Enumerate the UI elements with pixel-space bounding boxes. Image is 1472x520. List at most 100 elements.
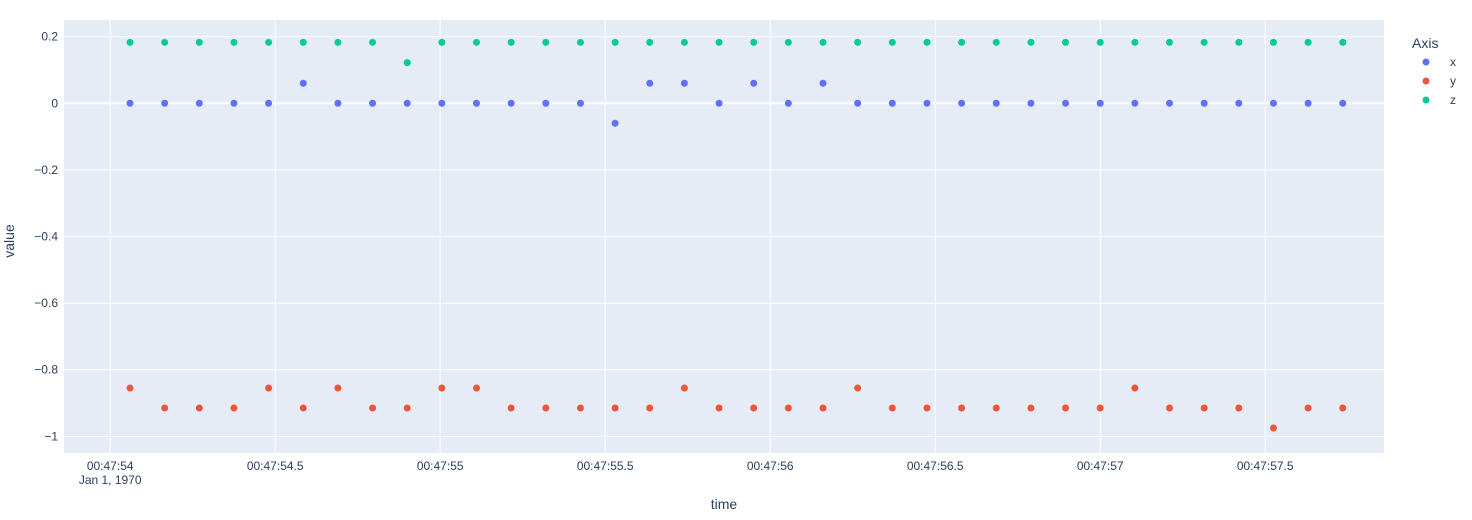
- data-point[interactable]: [923, 38, 931, 46]
- data-point[interactable]: [542, 99, 550, 107]
- data-point[interactable]: [680, 79, 688, 87]
- data-point[interactable]: [784, 404, 792, 412]
- data-point[interactable]: [1235, 404, 1243, 412]
- data-point[interactable]: [126, 38, 134, 46]
- data-point[interactable]: [1339, 404, 1347, 412]
- data-point[interactable]: [819, 38, 827, 46]
- data-point[interactable]: [230, 38, 238, 46]
- data-point[interactable]: [715, 38, 723, 46]
- data-point[interactable]: [750, 79, 758, 87]
- data-point[interactable]: [819, 404, 827, 412]
- data-point[interactable]: [646, 79, 654, 87]
- data-point[interactable]: [334, 99, 342, 107]
- legend[interactable]: Axis xyz: [1412, 35, 1456, 107]
- data-point[interactable]: [1235, 38, 1243, 46]
- data-point[interactable]: [473, 99, 480, 107]
- data-point[interactable]: [265, 99, 273, 107]
- data-point[interactable]: [403, 59, 411, 67]
- data-point[interactable]: [958, 99, 966, 107]
- data-point[interactable]: [646, 38, 654, 46]
- data-point[interactable]: [230, 99, 238, 107]
- data-point[interactable]: [507, 404, 515, 412]
- data-point[interactable]: [1304, 404, 1312, 412]
- data-point[interactable]: [1096, 404, 1104, 412]
- data-point[interactable]: [195, 99, 203, 107]
- data-point[interactable]: [369, 99, 377, 107]
- data-point[interactable]: [958, 404, 966, 412]
- data-point[interactable]: [992, 404, 1000, 412]
- data-point[interactable]: [680, 384, 688, 392]
- data-point[interactable]: [854, 99, 862, 107]
- data-point[interactable]: [542, 38, 550, 46]
- data-point[interactable]: [1166, 404, 1173, 412]
- legend-item-z[interactable]: z: [1422, 93, 1457, 107]
- data-point[interactable]: [1131, 99, 1139, 107]
- data-point[interactable]: [126, 384, 134, 392]
- data-point[interactable]: [126, 99, 134, 107]
- data-point[interactable]: [1131, 38, 1139, 46]
- data-point[interactable]: [1027, 38, 1035, 46]
- data-point[interactable]: [161, 404, 169, 412]
- data-point[interactable]: [1062, 99, 1070, 107]
- data-point[interactable]: [195, 404, 203, 412]
- data-point[interactable]: [161, 99, 169, 107]
- data-point[interactable]: [715, 99, 723, 107]
- data-point[interactable]: [438, 38, 446, 46]
- data-point[interactable]: [507, 99, 515, 107]
- data-point[interactable]: [438, 384, 446, 392]
- data-point[interactable]: [1200, 38, 1208, 46]
- data-point[interactable]: [1096, 38, 1104, 46]
- data-point[interactable]: [646, 404, 654, 412]
- data-point[interactable]: [369, 38, 377, 46]
- data-point[interactable]: [1096, 99, 1104, 107]
- data-point[interactable]: [265, 384, 273, 392]
- data-point[interactable]: [923, 99, 931, 107]
- data-point[interactable]: [576, 38, 584, 46]
- data-point[interactable]: [1269, 424, 1277, 432]
- data-point[interactable]: [784, 38, 792, 46]
- data-point[interactable]: [507, 38, 515, 46]
- data-point[interactable]: [888, 404, 896, 412]
- data-point[interactable]: [195, 38, 203, 46]
- data-point[interactable]: [576, 99, 584, 107]
- data-point[interactable]: [1062, 38, 1070, 46]
- data-point[interactable]: [473, 384, 480, 392]
- data-point[interactable]: [715, 404, 723, 412]
- data-point[interactable]: [1269, 99, 1277, 107]
- data-point[interactable]: [611, 38, 619, 46]
- data-point[interactable]: [1027, 404, 1035, 412]
- data-point[interactable]: [299, 79, 307, 87]
- data-point[interactable]: [369, 404, 377, 412]
- data-point[interactable]: [1027, 99, 1035, 107]
- data-point[interactable]: [438, 99, 446, 107]
- data-point[interactable]: [161, 38, 169, 46]
- data-point[interactable]: [784, 99, 792, 107]
- data-point[interactable]: [1166, 38, 1173, 46]
- data-point[interactable]: [1166, 99, 1173, 107]
- data-point[interactable]: [1269, 38, 1277, 46]
- data-point[interactable]: [576, 404, 584, 412]
- data-point[interactable]: [888, 99, 896, 107]
- data-point[interactable]: [1200, 404, 1208, 412]
- legend-item-x[interactable]: x: [1422, 55, 1457, 69]
- data-point[interactable]: [1304, 38, 1312, 46]
- data-point[interactable]: [403, 99, 411, 107]
- data-point[interactable]: [1200, 99, 1208, 107]
- data-point[interactable]: [230, 404, 238, 412]
- data-point[interactable]: [299, 404, 307, 412]
- legend-item-y[interactable]: y: [1422, 74, 1457, 88]
- data-point[interactable]: [611, 119, 619, 127]
- data-point[interactable]: [542, 404, 550, 412]
- data-point[interactable]: [923, 404, 931, 412]
- data-point[interactable]: [888, 38, 896, 46]
- data-point[interactable]: [992, 99, 1000, 107]
- data-point[interactable]: [958, 38, 966, 46]
- data-point[interactable]: [1131, 384, 1139, 392]
- data-point[interactable]: [854, 384, 862, 392]
- data-point[interactable]: [750, 404, 758, 412]
- data-point[interactable]: [680, 38, 688, 46]
- data-point[interactable]: [265, 38, 273, 46]
- data-point[interactable]: [1235, 99, 1243, 107]
- data-point[interactable]: [1339, 99, 1347, 107]
- data-point[interactable]: [299, 38, 307, 46]
